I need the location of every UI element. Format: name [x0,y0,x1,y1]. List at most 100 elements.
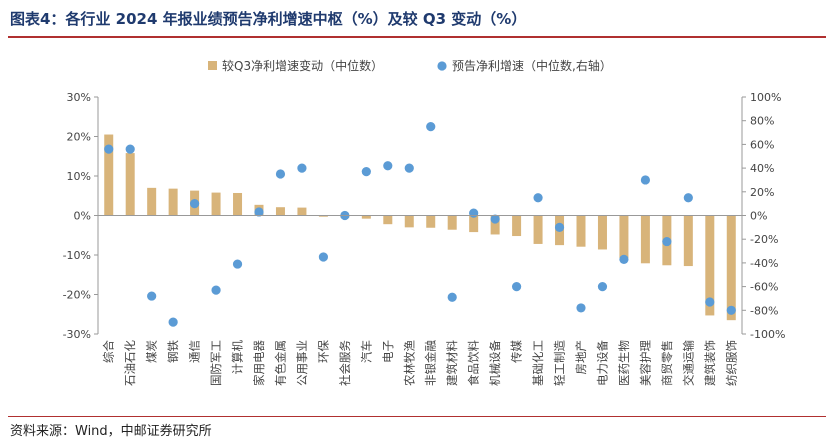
bar [125,153,135,216]
bar [318,215,328,217]
y-left-tick-label: -10% [63,249,91,262]
scatter-point [147,291,157,301]
bar-series [104,134,736,321]
scatter-point [361,167,371,177]
y-right-tick-label: 40% [750,162,774,175]
bar [640,215,650,264]
legend-swatch-bar [208,61,217,70]
x-tick-label: 电力设备 [595,340,609,386]
chart-title: 图表4：各行业 2024 年报业绩预告净利增速中枢（%）及较 Q3 变动（%） [10,10,527,28]
scatter-point [232,259,243,269]
x-tick-label: 钢铁 [166,340,180,363]
y-left-tick-label: 0% [74,210,91,223]
y-left-tick-label: -30% [63,328,91,341]
scatter-point [726,305,736,315]
scatter-series [104,122,736,327]
y-right-tick-label: -100% [750,328,785,341]
bar [447,215,457,230]
bar [512,215,522,237]
scatter-point [254,207,264,217]
scatter-point [597,282,608,292]
y-right-tick-label: 100% [750,91,781,104]
y-axis-left: 30% 20% 10% 0% -10% -20% -30% [63,91,99,341]
bar [426,215,436,228]
y-right-tick-label: -20% [750,233,778,246]
bar [726,215,736,321]
title-divider [8,36,826,38]
y-left-tick-label: 30% [67,91,91,104]
x-tick-label: 轻工制造 [553,340,567,386]
x-tick-label: 有色金属 [273,340,287,386]
x-tick-label: 食品饮料 [467,340,481,386]
bar [168,188,178,216]
scatter-point [104,144,114,154]
bar [104,134,114,216]
x-axis: 综合 石油石化 煤炭 钢铁 通信 国防军工 计算机 家用电器 有色金属 公用事业 环保 社会服务 汽车电… [98,215,742,386]
scatter-point [318,252,328,262]
scatter-point [447,292,457,302]
scatter-point [705,297,715,307]
scatter-point [511,282,522,292]
scatter-point [297,163,307,173]
y-right-tick-label: -60% [750,281,778,294]
scatter-point [275,169,286,179]
bar [297,207,307,216]
x-tick-label: 电子 [381,340,395,363]
x-tick-label: 传媒 [510,340,524,363]
y-right-tick-label: 60% [750,138,774,151]
x-tick-label: 石油石化 [123,340,137,386]
x-tick-label: 汽车 [359,340,373,363]
scatter-point [211,285,221,295]
x-tick-label: 机械设备 [488,340,502,386]
source-note: 资料来源：Wind，中邮证券研究所 [10,424,212,439]
bar [705,215,715,316]
x-tick-label: 环保 [316,340,330,363]
scatter-point [662,236,672,247]
scatter-point [576,303,586,313]
x-tick-label: 建筑装饰 [703,340,717,386]
bar [490,215,500,235]
bar [619,215,629,259]
scatter-point [426,122,436,132]
bar [275,207,285,216]
scatter-point [404,163,414,173]
x-tick-label: 计算机 [231,340,245,375]
bar [469,215,479,233]
bar [597,215,607,250]
y-left-tick-label: 20% [67,131,91,144]
y-left-tick-label: -20% [63,289,91,302]
scatter-point [533,193,543,203]
x-tick-label: 纺织服饰 [724,340,738,386]
legend: 较Q3净利增速变动（中位数） 预告净利增速（中位数,右轴） [208,58,612,73]
legend-swatch-dot [437,61,447,71]
bar [211,192,221,216]
bar [576,215,586,247]
legend-label-bar: 较Q3净利增速变动（中位数） [222,58,383,73]
bar [147,187,157,216]
scatter-point [168,317,178,327]
legend-label-dot: 预告净利增速（中位数,右轴） [452,58,612,73]
x-tick-label: 非银金融 [424,340,438,386]
x-tick-label: 综合 [102,340,116,363]
x-tick-label: 房地产 [574,340,588,375]
scatter-point [383,161,393,171]
bar [383,215,393,225]
x-tick-label: 建筑材料 [445,340,459,386]
chart-canvas: 较Q3净利增速变动（中位数） 预告净利增速（中位数,右轴） 30% 20% 10% 0%… [63,58,786,386]
footer-divider [8,416,826,417]
scatter-point [190,199,200,209]
bar [533,215,543,244]
x-tick-label: 交通运输 [681,340,695,386]
x-tick-label: 国防军工 [209,340,223,386]
x-tick-label: 农林牧渔 [402,340,416,386]
y-right-tick-label: 80% [750,115,774,128]
scatter-point [469,208,479,218]
scatter-point [619,254,629,264]
bar [683,215,693,267]
x-tick-label: 美容护理 [638,340,652,386]
bar [361,215,371,219]
scatter-point [490,214,500,224]
scatter-point [554,222,565,232]
x-tick-label: 家用电器 [252,340,266,386]
x-tick-label: 煤炭 [145,340,159,363]
